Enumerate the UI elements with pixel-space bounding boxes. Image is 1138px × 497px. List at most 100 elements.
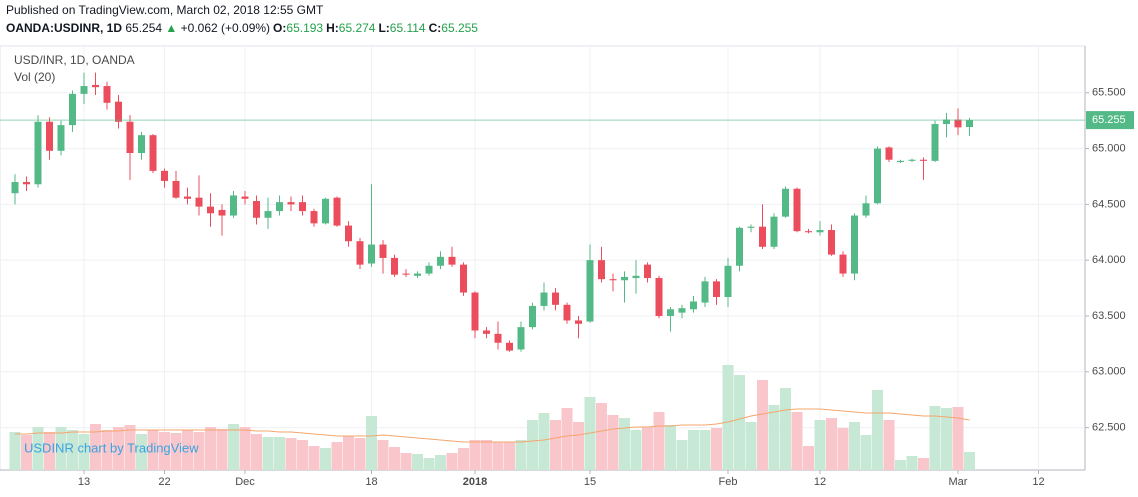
candle-body [759,226,766,247]
candle-body [621,276,628,281]
candle-body [471,292,479,331]
candle-body [954,119,962,128]
volume-bar [354,438,366,470]
x-tick-label: Feb [719,476,738,488]
candle-body [690,301,697,310]
candle-body [57,125,65,151]
x-tick-label: 13 [78,476,90,488]
chart-title: USD/INR, 1D, OANDA [14,53,135,67]
published-note: Published on TradingView.com, March 02, … [6,3,324,17]
candle-body [529,305,536,328]
volume-bar [285,438,297,470]
volume-bar [67,430,78,470]
candle-body [655,278,663,316]
volume-bar [895,460,906,470]
volume-bar [630,430,642,470]
candle-body [816,230,824,233]
candle-body [46,121,53,151]
volume-bar [170,433,182,470]
candle-body [414,273,421,276]
candle-body [115,101,122,122]
candle-body [11,182,19,194]
candle-body [540,292,548,306]
y-tick-label: 65.000 [1092,142,1126,154]
volume-bar [458,448,469,470]
candle-body [172,180,180,198]
volume-bar [492,442,504,470]
volume-bar [941,408,952,470]
volume-bar [55,427,67,470]
candle-body [828,230,835,255]
candle-body [713,281,720,298]
candle-body [966,120,973,128]
candle-body [483,330,490,334]
candle-body [632,275,640,279]
volume-bar [101,430,113,470]
volume-bar [366,416,377,470]
y-tick-label: 63.000 [1092,366,1126,378]
volume-bar [734,375,745,470]
candle-body [517,327,525,350]
candle-body [770,216,778,247]
candle-body [586,260,594,322]
volume-bar [193,432,205,470]
candle-body [184,196,191,199]
candle-body [874,148,881,204]
ohlc-value: 65.255 [441,21,478,35]
last-price: 65.254 [125,21,163,35]
volume-bar [837,428,849,470]
candle-body [322,198,329,224]
volume-bar [9,432,21,470]
candle-body [230,195,237,216]
candle-body [379,244,387,258]
candle-body [609,279,617,281]
volume-bar [320,448,331,470]
volume-bar [872,390,883,470]
y-tick-label: 64.500 [1092,198,1126,210]
volume-bar [780,388,791,470]
candle-body [149,135,157,171]
volume-bar [308,446,320,470]
candle-body [678,308,686,313]
candle-body [368,244,375,264]
candle-body [667,309,674,316]
volume-bar [78,434,90,470]
candle-body [724,265,732,298]
candle-body [92,84,99,88]
candle-body [563,304,571,321]
candle-body [885,147,893,160]
candle-body [747,226,755,228]
volume [9,365,975,470]
candle-body [299,202,306,212]
x-tick-label: 18 [365,476,377,488]
volume-bar [32,427,44,470]
x-tick-label: 12 [1032,476,1044,488]
volume-bar [147,430,159,470]
volume-bar [688,430,699,470]
ohlc-key: C: [428,21,442,35]
volume-bar [826,418,837,470]
candle-body [862,203,870,216]
arrow: ▲ [165,21,178,35]
volume-bar [435,455,446,470]
volume-bar [676,440,688,470]
quote-line: OANDA:USDINR, 1D 65.254 ▲ +0.062 (+0.09%… [6,21,478,35]
volume-bar [607,415,619,470]
change: +0.062 (+0.09%) [180,21,271,35]
last-price-box [1086,111,1134,130]
candle-body [598,260,605,280]
candle-body [333,197,341,226]
watermark: USDINR chart by TradingView [24,440,199,455]
volume-bar [814,420,826,470]
candle-body [23,182,30,185]
volume-bar [216,429,228,470]
volume-bar [642,427,653,470]
candle-body [805,231,812,233]
y-tick-label: 64.000 [1092,254,1126,266]
candle-body [460,264,467,293]
volume-bar [113,427,124,470]
symbol: OANDA:USDINR, 1D [6,21,123,35]
volume-bar [538,413,550,470]
candle-body [839,254,847,274]
